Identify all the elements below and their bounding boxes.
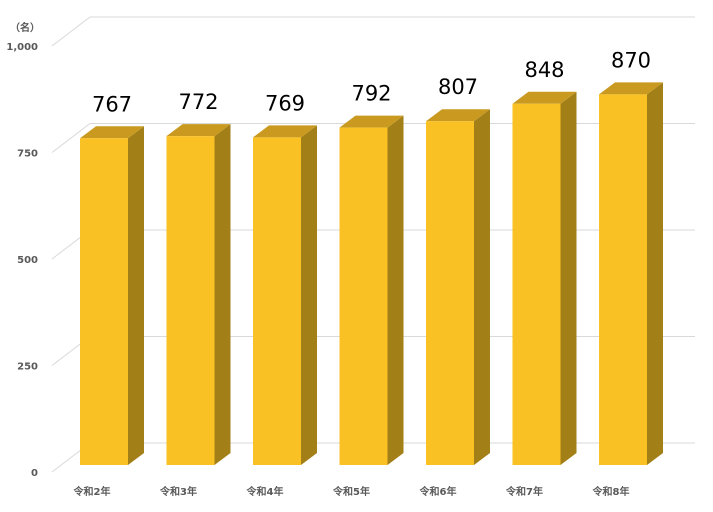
bar <box>426 121 474 465</box>
x-tick-label: 令和2年 <box>73 485 111 498</box>
bar-top <box>253 125 317 138</box>
bar-side <box>387 115 404 465</box>
bar <box>339 127 388 465</box>
y-axis-label: （名） <box>10 21 40 34</box>
bar-side <box>214 124 231 466</box>
data-label: 769 <box>265 91 305 115</box>
y-tick-label: 0 <box>31 468 38 479</box>
data-label: 848 <box>524 58 564 82</box>
x-tick-label: 令和4年 <box>246 485 284 498</box>
x-tick-label: 令和7年 <box>505 485 543 498</box>
y-tick-label: 250 <box>17 362 38 373</box>
x-tick-label: 令和8年 <box>592 485 630 498</box>
bar-top <box>599 82 663 95</box>
x-tick-label: 令和3年 <box>159 485 197 498</box>
bar-top <box>339 115 404 128</box>
bar-top <box>512 91 577 104</box>
bar-top <box>80 126 144 139</box>
grid-diagonal <box>51 16 91 47</box>
y-tick-label: 500 <box>17 255 38 266</box>
x-tick-label: 令和5年 <box>332 485 370 498</box>
bar-side <box>301 125 317 465</box>
data-label: 792 <box>351 82 391 106</box>
bar-top <box>426 109 490 122</box>
data-label: 870 <box>611 48 651 72</box>
y-tick-label: 1,000 <box>6 42 38 53</box>
y-tick-label: 750 <box>17 149 38 160</box>
grid-diagonal <box>51 123 91 153</box>
x-tick-label: 令和6年 <box>419 485 457 498</box>
bar <box>253 137 301 465</box>
data-label: 767 <box>92 92 132 116</box>
bar-top <box>166 124 231 137</box>
data-label: 807 <box>438 75 478 99</box>
bar-side <box>647 82 663 465</box>
bar-side <box>128 126 144 466</box>
data-label: 772 <box>178 90 218 114</box>
bar <box>512 103 561 465</box>
bar <box>599 94 647 465</box>
bar-side <box>474 109 490 465</box>
bar-side <box>560 91 577 465</box>
bar <box>166 136 215 466</box>
bar <box>80 138 128 465</box>
